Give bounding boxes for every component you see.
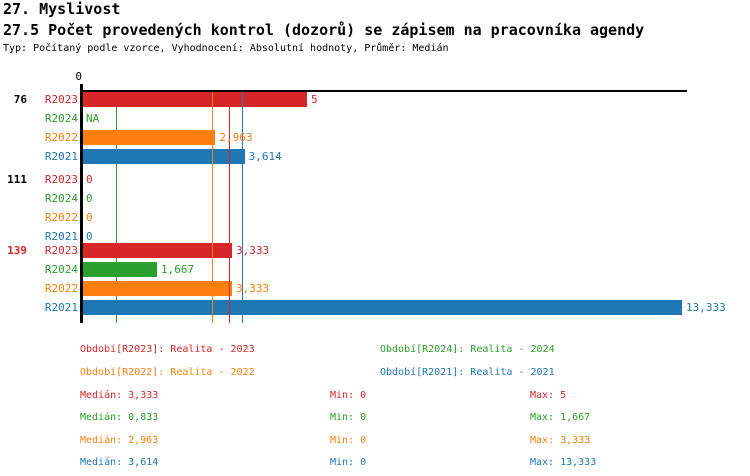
row-label-76-r2024: R2024 [44, 112, 78, 125]
group-label-111: 111 [7, 173, 27, 186]
bar-139-r2023 [82, 243, 232, 258]
value-label-111-r2023: 0 [86, 173, 93, 186]
stat-median-r2021: Medián: 3,614 [80, 457, 159, 468]
x-axis-zero-tick-label: 0 [75, 70, 82, 83]
bar-76-r2021 [82, 149, 245, 164]
group-label-139: 139 [7, 244, 27, 257]
group-label-76: 76 [13, 93, 27, 106]
value-label-111-r2021: 0 [86, 230, 93, 243]
bar-139-r2022 [82, 281, 232, 296]
stat-max-r2024: Max: 1,667 [530, 412, 591, 423]
stat-max-r2023: Max: 5 [530, 390, 567, 401]
stat-min-r2024: Min: 0 [330, 412, 367, 423]
bar-76-r2023 [82, 92, 307, 107]
row-label-139-r2021: R2021 [44, 301, 78, 314]
legend-item-r2023: Období[R2023]: Realita - 2023 [80, 344, 255, 355]
value-label-139-r2021: 13,333 [686, 301, 726, 314]
stat-min-r2022: Min: 0 [330, 435, 367, 446]
row-label-111-r2024: R2024 [44, 192, 78, 205]
stat-min-r2021: Min: 0 [330, 457, 367, 468]
bar-139-r2024 [82, 262, 158, 277]
row-label-139-r2023: R2023 [44, 244, 78, 257]
y-axis-line [80, 84, 83, 323]
bar-76-r2022 [82, 130, 216, 145]
value-label-111-r2022: 0 [86, 211, 93, 224]
median-line-r2024 [116, 92, 118, 323]
row-label-76-r2021: R2021 [44, 150, 78, 163]
stat-max-r2021: Max: 13,333 [530, 457, 597, 468]
row-label-76-r2022: R2022 [44, 131, 78, 144]
value-label-139-r2023: 3,333 [235, 244, 270, 257]
value-label-111-r2024: 0 [86, 192, 93, 205]
row-label-111-r2021: R2021 [44, 230, 78, 243]
stat-median-r2022: Medián: 2,963 [80, 435, 159, 446]
value-label-139-r2024: 1,667 [161, 263, 195, 276]
legend-item-r2021: Období[R2021]: Realita - 2021 [380, 367, 555, 378]
row-label-139-r2022: R2022 [44, 282, 78, 295]
stat-median-r2024: Medián: 0,833 [80, 412, 159, 423]
value-label-76-r2022: 2,963 [219, 131, 253, 144]
median-line-r2022 [212, 92, 214, 323]
value-label-76-r2024: NA [86, 112, 100, 125]
bar-139-r2021 [82, 300, 682, 315]
value-label-139-r2022: 3,333 [235, 282, 270, 295]
legend-item-r2022: Období[R2022]: Realita - 2022 [80, 367, 255, 378]
row-label-139-r2024: R2024 [44, 263, 78, 276]
stat-min-r2023: Min: 0 [330, 390, 367, 401]
stat-max-r2022: Max: 3,333 [530, 435, 591, 446]
row-label-111-r2023: R2023 [44, 173, 78, 186]
stat-median-r2023: Medián: 3,333 [80, 390, 159, 401]
median-line-r2021 [241, 92, 243, 323]
indicator-title: 27.5 Počet provedených kontrol (dozorů) … [3, 21, 645, 39]
row-label-111-r2022: R2022 [44, 211, 78, 224]
median-line-r2023 [228, 92, 230, 323]
x-axis-line [80, 90, 687, 92]
value-label-76-r2021: 3,614 [248, 150, 282, 163]
legend-item-r2024: Období[R2024]: Realita - 2024 [380, 344, 555, 355]
row-label-76-r2023: R2023 [44, 93, 78, 106]
page-title: 27. Myslivost [3, 0, 121, 18]
value-label-76-r2023: 5 [311, 93, 318, 106]
indicator-meta: Typ: Počítaný podle vzorce, Vyhodnocení:… [3, 43, 449, 54]
